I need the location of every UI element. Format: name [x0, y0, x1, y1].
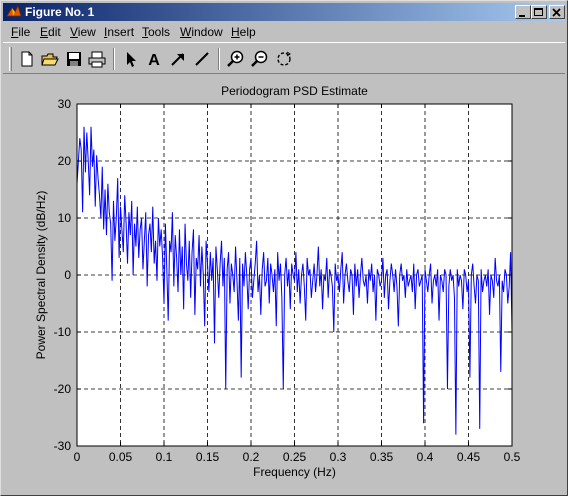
- x-tick-label: 0.35: [370, 450, 394, 464]
- x-tick-label: 0.15: [196, 450, 220, 464]
- psd-series-line: [76, 126, 513, 435]
- minimize-icon: [519, 15, 525, 17]
- insert-line-button[interactable]: [192, 49, 212, 69]
- title-bar[interactable]: Figure No. 1: [3, 3, 565, 21]
- plot-title: Periodogram PSD Estimate: [221, 84, 368, 98]
- new-file-icon: [21, 51, 33, 67]
- menu-file-rest: ile: [18, 25, 31, 39]
- x-tick-label: 0.3: [330, 450, 347, 464]
- x-tick-label: 0.5: [504, 450, 521, 464]
- x-tick-label: 0.4: [417, 450, 434, 464]
- print-icon: [88, 51, 106, 68]
- select-arrow-icon: [127, 52, 136, 67]
- zoom-in-button[interactable]: [226, 49, 246, 69]
- save-button[interactable]: [64, 49, 84, 69]
- window-title: Figure No. 1: [25, 5, 95, 19]
- y-tick-label: 0: [64, 268, 71, 282]
- maximize-button[interactable]: [531, 5, 547, 19]
- toolbar-grip[interactable]: [9, 47, 12, 71]
- y-tick-label: -30: [54, 439, 72, 453]
- toolbar-separator: [218, 48, 220, 70]
- edit-plot-button[interactable]: [120, 49, 140, 69]
- insert-text-icon: A: [148, 52, 160, 69]
- insert-arrow-icon: [171, 53, 184, 66]
- new-figure-button[interactable]: [17, 49, 37, 69]
- x-tick-label: 0.05: [109, 450, 133, 464]
- zoom-out-button[interactable]: [250, 49, 270, 69]
- insert-line-icon: [195, 52, 209, 66]
- menu-view[interactable]: View: [70, 25, 96, 39]
- menu-insert[interactable]: Insert: [104, 25, 135, 39]
- menu-bar: File Edit View Insert Tools Window Help: [3, 22, 565, 42]
- insert-text-button[interactable]: A: [144, 49, 164, 69]
- minimize-button[interactable]: [515, 5, 531, 19]
- close-button[interactable]: [549, 5, 565, 19]
- x-tick-label: 0.1: [156, 450, 173, 464]
- x-tick-label: 0.25: [283, 450, 307, 464]
- x-tick-label: 0.45: [457, 450, 481, 464]
- x-tick-label: 0.2: [243, 450, 260, 464]
- save-icon: [67, 52, 81, 66]
- rotate-3d-icon: [277, 51, 291, 66]
- figure-canvas: 0 0.05 0.1 0.15 0.2 0.25 0.3 0.35 0.4 0.45 0.5 -30 -…: [5, 77, 565, 491]
- psd-plot[interactable]: 0 0.05 0.1 0.15 0.2 0.25 0.3 0.35 0.4 0.45 0.5 -30 -…: [5, 77, 565, 491]
- y-tick-label: -10: [54, 325, 72, 339]
- zoom-in-icon: [227, 50, 244, 67]
- toolbar-separator: [113, 48, 115, 70]
- x-axis-label: Frequency (Hz): [253, 465, 336, 479]
- y-tick-label: 10: [58, 211, 72, 225]
- close-icon: [552, 8, 561, 17]
- svg-text:A: A: [148, 52, 160, 69]
- rotate-3d-button[interactable]: [274, 49, 294, 69]
- menu-window[interactable]: Window: [180, 25, 223, 39]
- menu-help[interactable]: Help: [231, 25, 256, 39]
- open-folder-icon: [41, 53, 59, 66]
- menu-file[interactable]: File: [11, 25, 31, 39]
- maximize-icon: [534, 8, 543, 16]
- y-tick-label: 20: [58, 154, 72, 168]
- y-tick-label: -20: [54, 382, 72, 396]
- matlab-logo-icon: [6, 4, 22, 17]
- axis-ticks: 0 0.05 0.1 0.15 0.2 0.25 0.3 0.35 0.4 0.45 0.5 -30 -…: [54, 97, 521, 464]
- x-tick-label: 0: [74, 450, 81, 464]
- y-tick-label: 30: [58, 97, 72, 111]
- open-file-button[interactable]: [40, 49, 60, 69]
- print-button[interactable]: [87, 49, 107, 69]
- insert-arrow-button[interactable]: [168, 49, 188, 69]
- zoom-out-icon: [251, 50, 268, 67]
- menu-edit[interactable]: Edit: [40, 25, 61, 39]
- y-axis-label: Power Spectral Density (dB/Hz): [34, 191, 48, 360]
- figure-toolbar: A: [3, 42, 565, 74]
- menu-tools[interactable]: Tools: [142, 25, 171, 39]
